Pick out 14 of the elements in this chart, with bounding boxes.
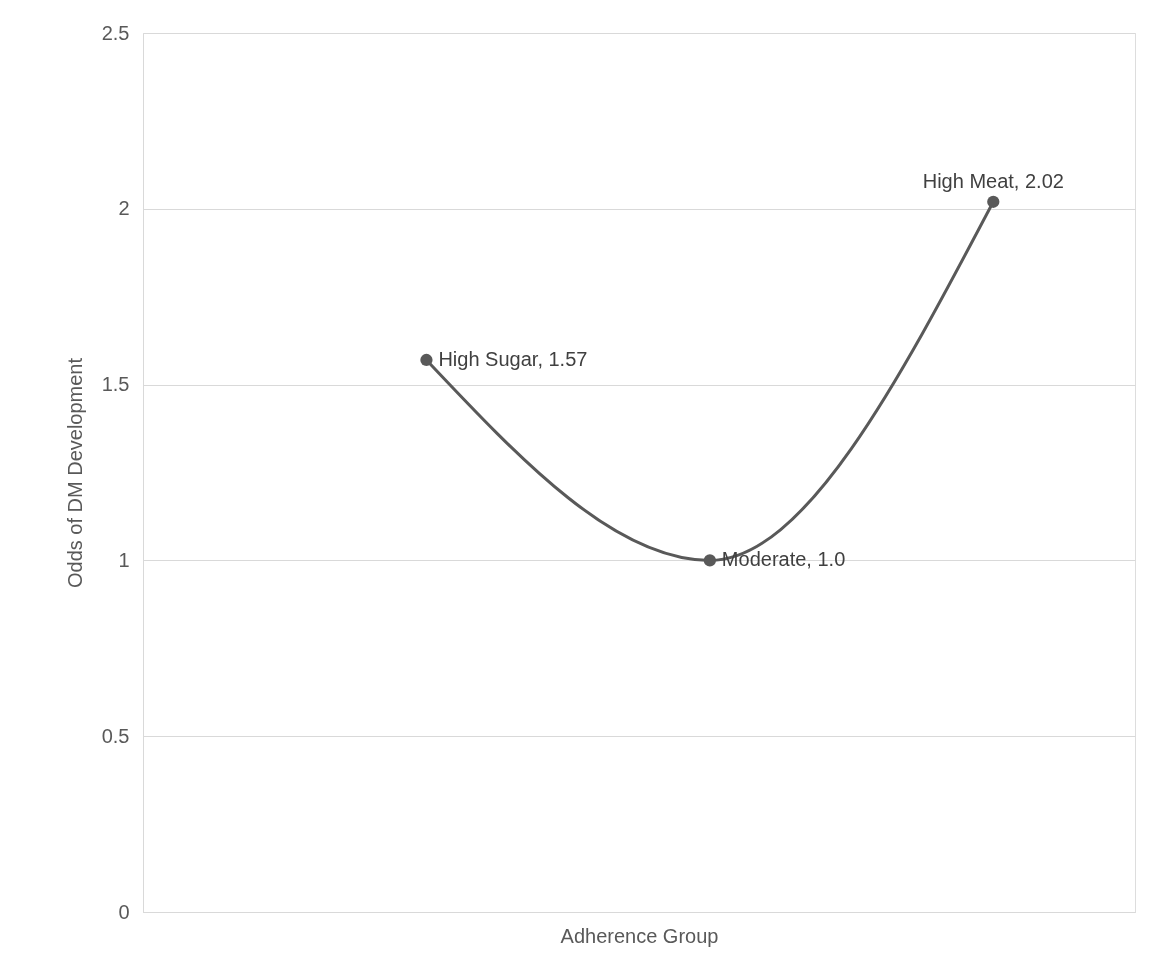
data-label: Moderate, 1.0 <box>721 548 846 571</box>
y-tick-label: 0.5 <box>101 724 130 747</box>
y-tick-label: 2.5 <box>101 21 130 44</box>
y-tick-label: 2 <box>118 197 130 220</box>
y-tick-label: 1 <box>118 548 130 571</box>
x-axis-title: Adherence Group <box>560 924 719 947</box>
y-tick-label: 0 <box>118 900 130 923</box>
point <box>987 195 1000 208</box>
point <box>420 353 433 367</box>
y-axis-title: Odds of DM Development <box>63 357 86 589</box>
data-label: High Meat, 2.02 <box>922 169 1064 192</box>
data-label: High Sugar, 1.57 <box>438 347 588 370</box>
y-tick-label: 1.5 <box>101 373 130 396</box>
point <box>703 554 716 567</box>
